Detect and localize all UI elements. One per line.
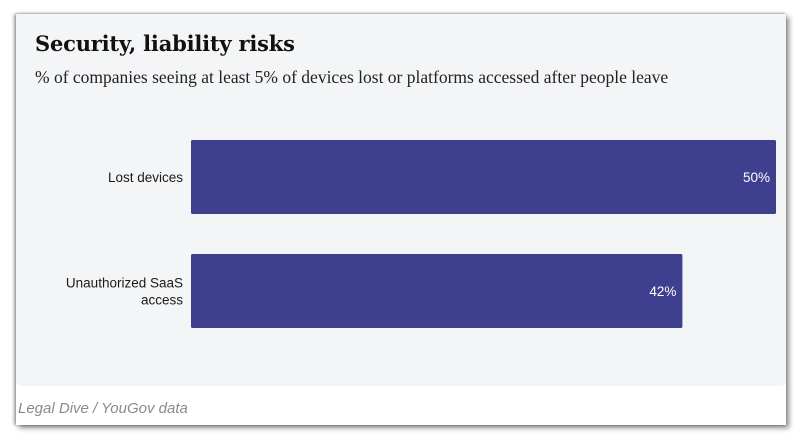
category-label-line: Unauthorized SaaS <box>66 276 183 291</box>
chart-title: Security, liability risks <box>35 31 295 56</box>
chart-panel: Security, liability risks % of companies… <box>16 14 786 386</box>
category-label-line: access <box>141 293 183 308</box>
bar-0 <box>191 140 776 214</box>
category-label-1: Unauthorized SaaS access <box>66 276 183 308</box>
category-label-0: Lost devices <box>108 170 183 185</box>
bar-chart: 50% Lost devices 42% Unauthorized SaaS acces… <box>66 140 776 328</box>
chart-card: Security, liability risks % of companies… <box>16 14 786 425</box>
value-label-1: 42% <box>649 284 676 299</box>
bar-1 <box>191 254 683 328</box>
category-label-line: Lost devices <box>108 170 183 185</box>
value-label-0: 50% <box>743 170 770 185</box>
chart-subtitle: % of companies seeing at least 5% of dev… <box>35 67 669 87</box>
source-note: Legal Dive / YouGov data <box>18 400 188 417</box>
